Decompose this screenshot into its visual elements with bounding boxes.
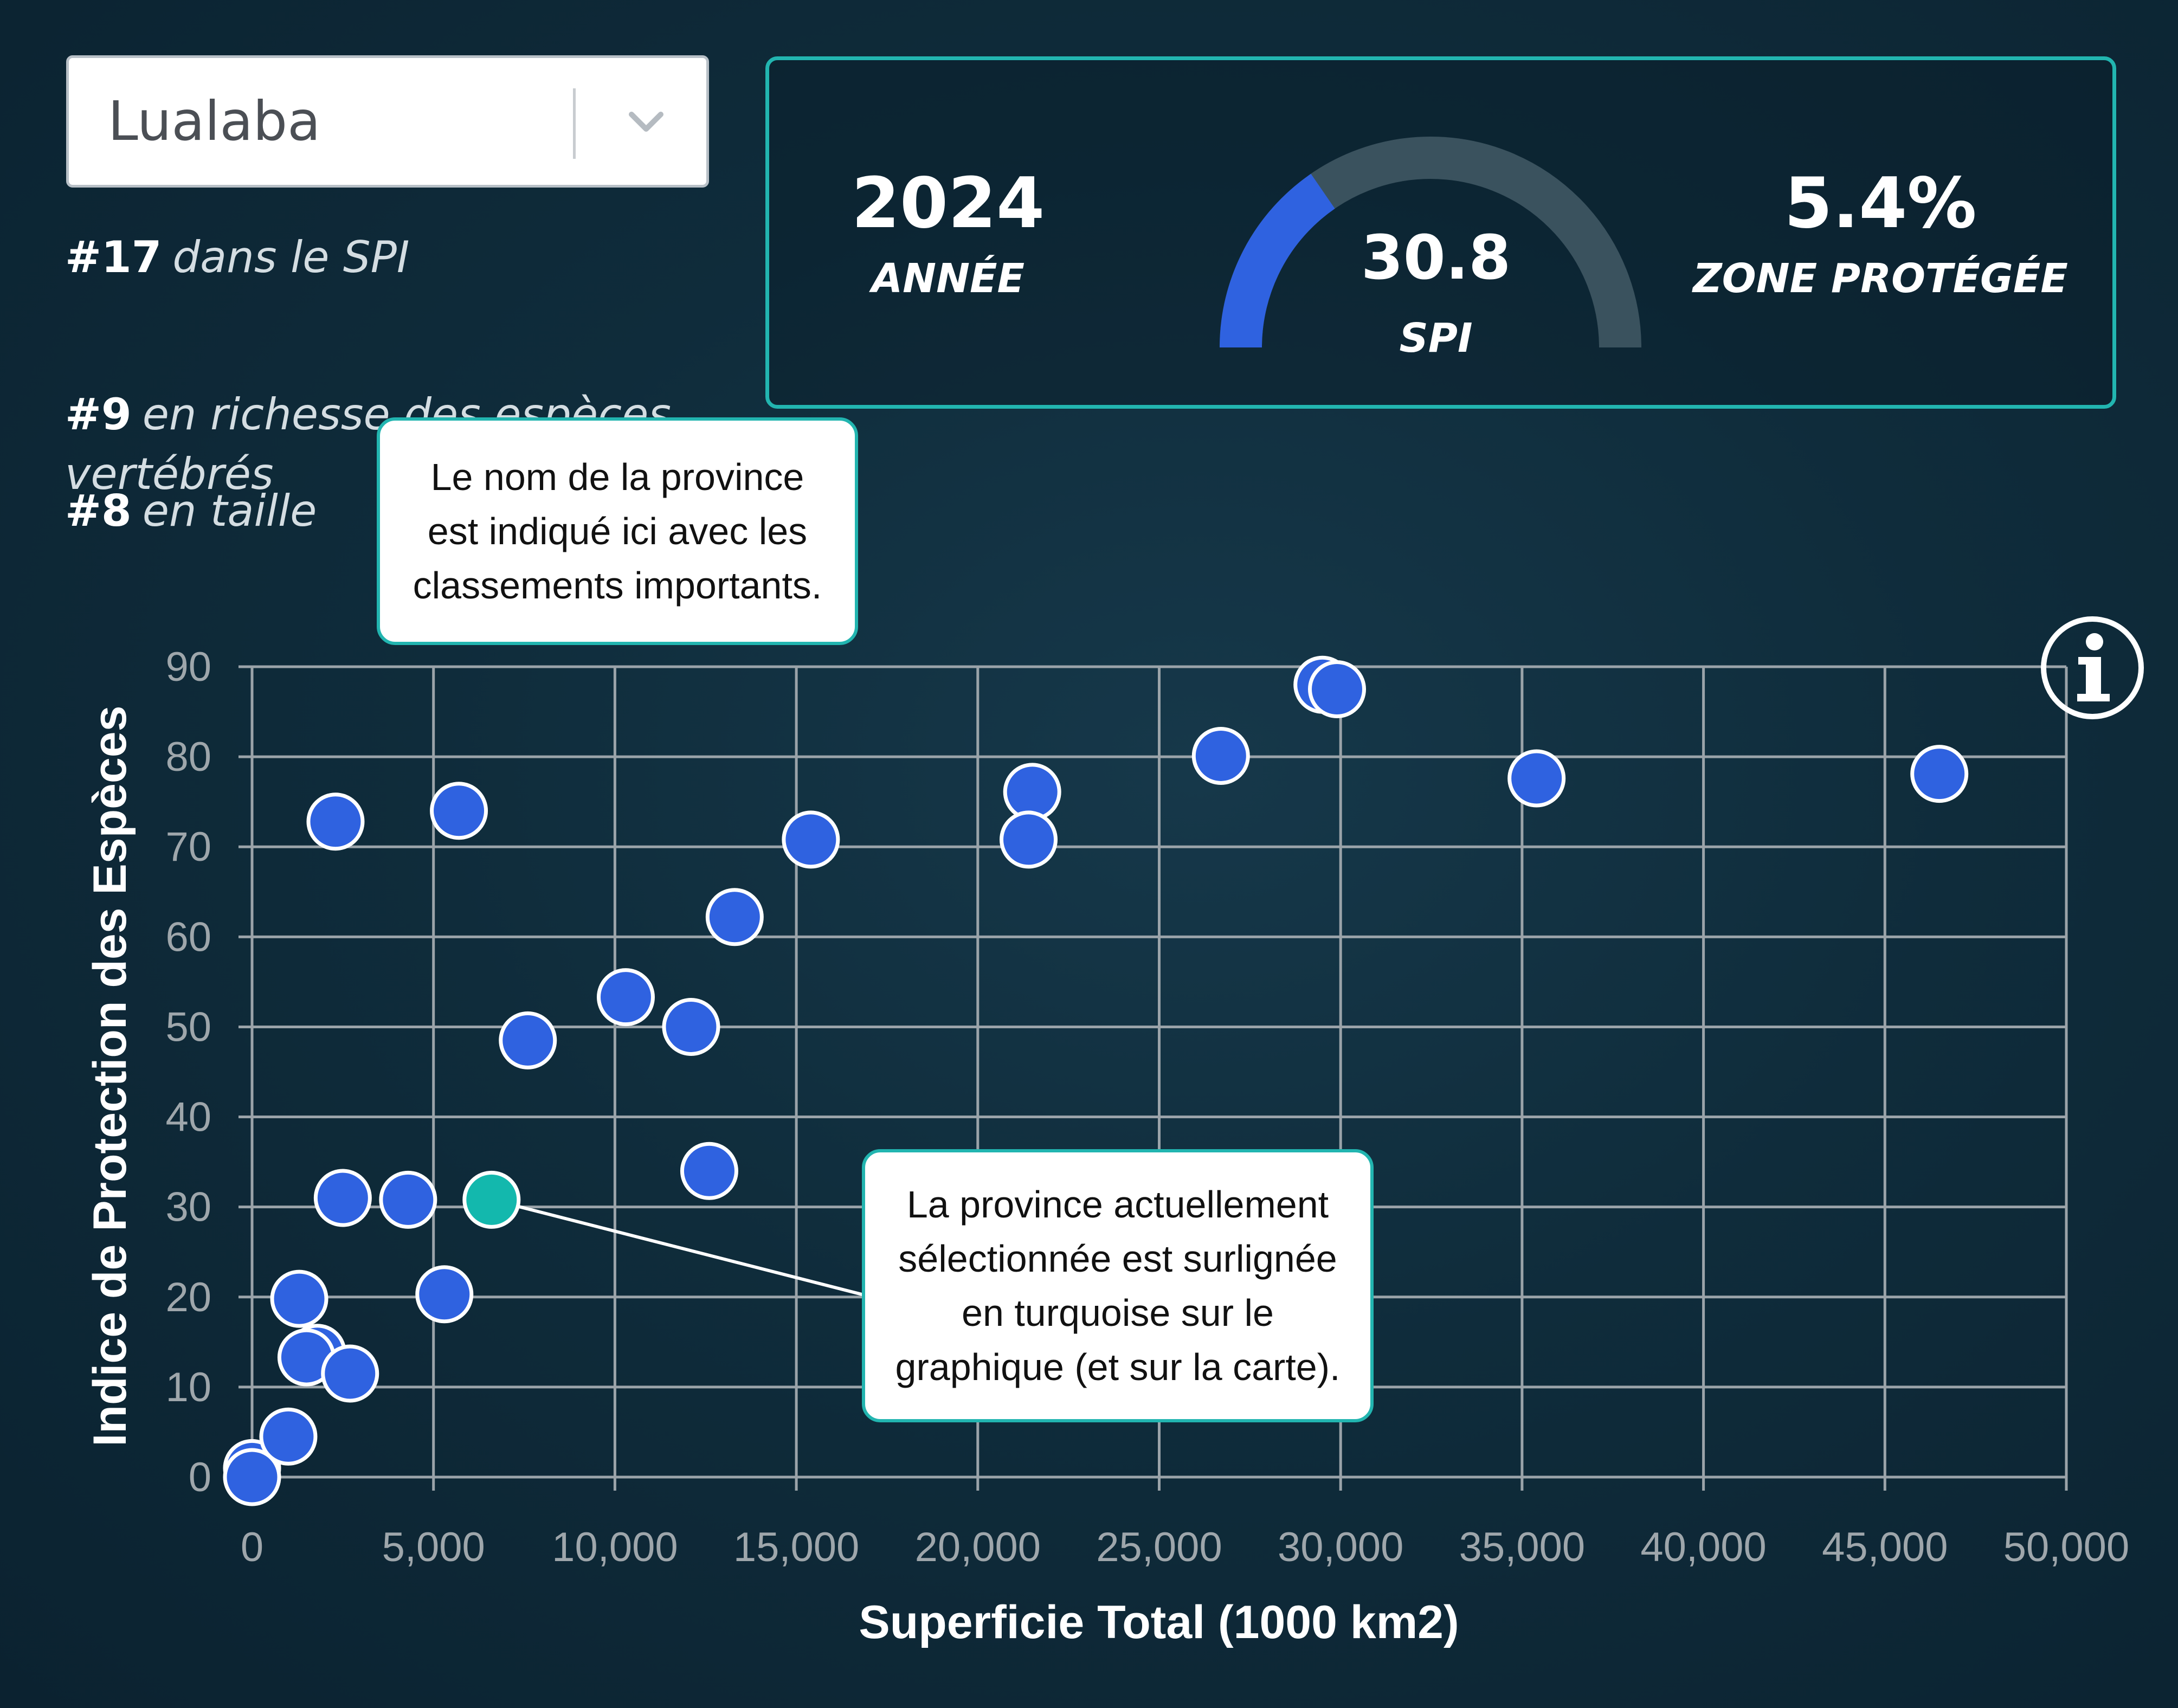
ranking-size-number: #8 (65, 486, 132, 536)
ranking-species-text: en richesse des espèces vertébrés (65, 389, 671, 499)
callout-connector (513, 1203, 867, 1297)
province-point[interactable] (223, 1448, 281, 1506)
protected-zone-value: 5.4% (1784, 163, 1977, 244)
x-tick-label: 50,000 (2003, 1524, 2129, 1570)
province-point[interactable] (313, 1169, 372, 1227)
spi-gauge (1220, 137, 1641, 348)
spi-value: 30.8 (1361, 223, 1511, 293)
province-point[interactable] (1507, 749, 1566, 808)
province-callout-text: Le nom de la province est indiqué ici av… (413, 456, 822, 607)
year-value: 2024 (851, 163, 1045, 244)
x-tick-label: 5,000 (382, 1524, 485, 1570)
province-callout: Le nom de la province est indiqué ici av… (377, 417, 858, 645)
ranking-species-number: #9 (65, 389, 132, 440)
ranking-spi-text: dans le SPI (172, 232, 410, 282)
province-point[interactable] (306, 792, 365, 851)
province-point[interactable] (662, 997, 720, 1056)
province-point[interactable] (1000, 810, 1058, 869)
selected-province-callout: La province actuellement sélectionnée es… (862, 1149, 1374, 1422)
province-point[interactable] (1191, 726, 1250, 785)
province-point[interactable] (782, 810, 840, 869)
province-select[interactable]: Lualaba (66, 55, 709, 188)
y-tick-label: 60 (165, 914, 211, 960)
x-tick-label: 10,000 (552, 1524, 678, 1570)
province-point[interactable] (499, 1011, 557, 1069)
y-axis-label: Indice de Protection des Espèces (84, 706, 136, 1447)
y-tick-label: 30 (165, 1184, 211, 1230)
ranking-size-text: en taille (142, 486, 317, 536)
ranking-spi: #17 dans le SPI (65, 228, 409, 287)
y-tick-label: 80 (165, 734, 211, 780)
y-tick-label: 50 (165, 1004, 211, 1050)
selected-point-connector (513, 1203, 867, 1297)
province-point[interactable] (1910, 745, 1969, 803)
protected-zone-label: ZONE PROTÉGÉE (1693, 255, 2068, 302)
province-point[interactable] (259, 1407, 318, 1466)
spi-gauge-fill (1220, 173, 1336, 348)
chart-points (223, 655, 1969, 1506)
x-tick-label: 15,000 (733, 1524, 859, 1570)
x-tick-label: 30,000 (1278, 1524, 1403, 1570)
y-tick-label: 90 (165, 644, 211, 690)
province-point[interactable] (379, 1170, 437, 1229)
y-tick-label: 0 (189, 1454, 211, 1500)
province-point[interactable] (321, 1344, 379, 1403)
province-point[interactable] (1308, 660, 1367, 719)
province-point[interactable] (270, 1269, 328, 1328)
x-tick-label: 40,000 (1640, 1524, 1766, 1570)
y-tick-label: 70 (165, 824, 211, 870)
chart-axes: 0 5,000 10,000 15,000 20,000 25,000 30,000 35,0… (165, 644, 2129, 1570)
y-tick-label: 20 (165, 1274, 211, 1320)
x-axis-label: Superficie Total (1000 km2) (859, 1596, 1459, 1648)
chevron-down-icon[interactable] (616, 93, 676, 152)
dropdown-separator (573, 88, 576, 159)
selected-province-point[interactable] (462, 1170, 521, 1229)
stats-panel: 2024 ANNÉE 30.8 SPI 5.4% ZONE PROTÉGÉE (765, 56, 2116, 409)
x-tick-label: 45,000 (1822, 1524, 1948, 1570)
x-tick-label: 0 (241, 1524, 263, 1570)
province-point[interactable] (680, 1142, 738, 1200)
province-point[interactable] (430, 782, 488, 840)
x-tick-label: 35,000 (1459, 1524, 1585, 1570)
x-tick-label: 25,000 (1096, 1524, 1222, 1570)
spi-label: SPI (1399, 315, 1473, 362)
ranking-species: #9 en richesse des espèces vertébrés (65, 325, 716, 504)
y-tick-label: 40 (165, 1094, 211, 1140)
ranking-size: #8 en taille (65, 481, 317, 541)
y-tick-label: 10 (165, 1364, 211, 1410)
province-point[interactable] (415, 1265, 474, 1324)
province-point[interactable] (596, 968, 655, 1027)
x-tick-label: 20,000 (915, 1524, 1041, 1570)
province-point[interactable] (705, 888, 764, 946)
ranking-spi-number: #17 (65, 232, 162, 282)
province-select-value: Lualaba (108, 89, 321, 153)
info-icon[interactable] (2038, 614, 2147, 722)
selected-province-callout-text: La province actuellement sélectionnée es… (895, 1183, 1341, 1388)
year-label: ANNÉE (871, 255, 1025, 302)
